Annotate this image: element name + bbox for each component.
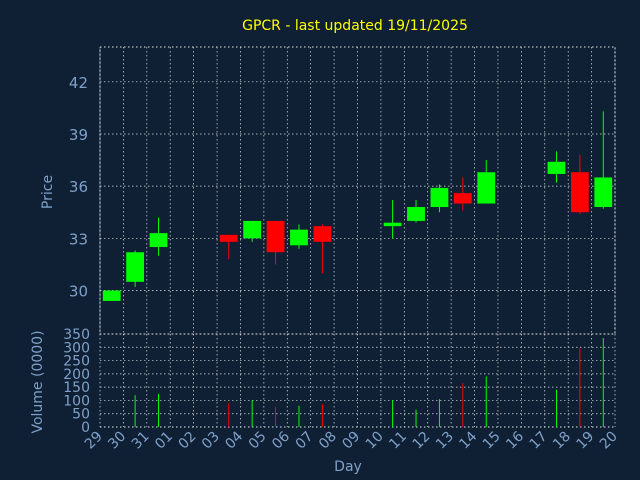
volume-axis-label: Volume (0000) bbox=[30, 330, 46, 433]
volume-tick-label: 100 bbox=[63, 393, 90, 409]
candle-body-07 bbox=[313, 226, 332, 242]
x-tick-label: 05 bbox=[246, 429, 270, 453]
price-tick-label: 36 bbox=[69, 178, 88, 196]
candle-body-04 bbox=[243, 220, 262, 239]
price-panel: 30 33 36 39 42 bbox=[69, 46, 616, 335]
price-tick-label: 39 bbox=[69, 126, 88, 144]
price-tick-label: 33 bbox=[69, 230, 88, 248]
candle-body-06 bbox=[290, 229, 308, 246]
x-tick-label: 14 bbox=[456, 428, 480, 452]
x-tick-label: 01 bbox=[152, 429, 176, 453]
candle-body-12 bbox=[430, 187, 449, 208]
volume-tick-label: 0 bbox=[81, 420, 90, 436]
x-tick-label: 06 bbox=[269, 428, 293, 452]
x-tick-label: 10 bbox=[363, 429, 387, 453]
x-tick-label: 17 bbox=[527, 429, 551, 453]
candle-body-13 bbox=[453, 193, 472, 204]
x-tick-label: 02 bbox=[176, 429, 200, 453]
candle-body-03 bbox=[219, 234, 238, 242]
x-tick-label: 12 bbox=[410, 429, 434, 453]
x-tick-label: 20 bbox=[597, 429, 621, 453]
volume-tick-label: 300 bbox=[63, 340, 90, 356]
x-tick-label: 08 bbox=[316, 429, 340, 453]
x-tick-label: 18 bbox=[550, 429, 574, 453]
x-tick-label: 19 bbox=[573, 429, 597, 453]
price-panel-frame bbox=[99, 46, 616, 335]
price-axis-label: Price bbox=[40, 175, 56, 209]
price-tick-label: 42 bbox=[69, 74, 88, 92]
volume-tick-label: 200 bbox=[63, 367, 90, 383]
x-tick-label: 07 bbox=[293, 429, 317, 453]
x-tick-label: 13 bbox=[433, 429, 457, 453]
x-tick-label: 09 bbox=[339, 429, 363, 453]
candle-body-30 bbox=[126, 252, 145, 282]
x-tick-label: 15 bbox=[480, 429, 504, 453]
candle-body-17 bbox=[547, 161, 566, 174]
candle-body-14 bbox=[477, 172, 496, 204]
candle-body-11 bbox=[407, 207, 425, 221]
volume-tick-label: 350 bbox=[63, 327, 90, 343]
candle-body-05 bbox=[266, 220, 285, 253]
x-axis: 29 30 31 01 02 03 04 05 06 07 08 09 10 11 12 13 14 15 16 17… bbox=[82, 428, 621, 452]
chart-title: GPCR - last updated 19/11/2025 bbox=[242, 18, 468, 34]
x-tick-label: 11 bbox=[386, 429, 410, 453]
x-axis-label: Day bbox=[334, 459, 362, 475]
x-tick-label: 04 bbox=[222, 428, 246, 452]
candle-body-31 bbox=[149, 233, 168, 248]
volume-tick-label: 50 bbox=[72, 407, 90, 423]
x-tick-label: 30 bbox=[105, 429, 129, 453]
price-tick-label: 30 bbox=[69, 283, 88, 301]
x-tick-label: 16 bbox=[503, 428, 527, 452]
candle-body-19 bbox=[594, 177, 613, 208]
candle-body-10 bbox=[383, 222, 402, 227]
volume-tick-label: 250 bbox=[63, 354, 90, 370]
candle-body-18 bbox=[570, 172, 589, 213]
candle-body-29 bbox=[102, 290, 121, 301]
x-tick-label: 31 bbox=[129, 429, 153, 453]
x-tick-label: 03 bbox=[199, 429, 223, 453]
volume-tick-label: 150 bbox=[63, 380, 90, 396]
